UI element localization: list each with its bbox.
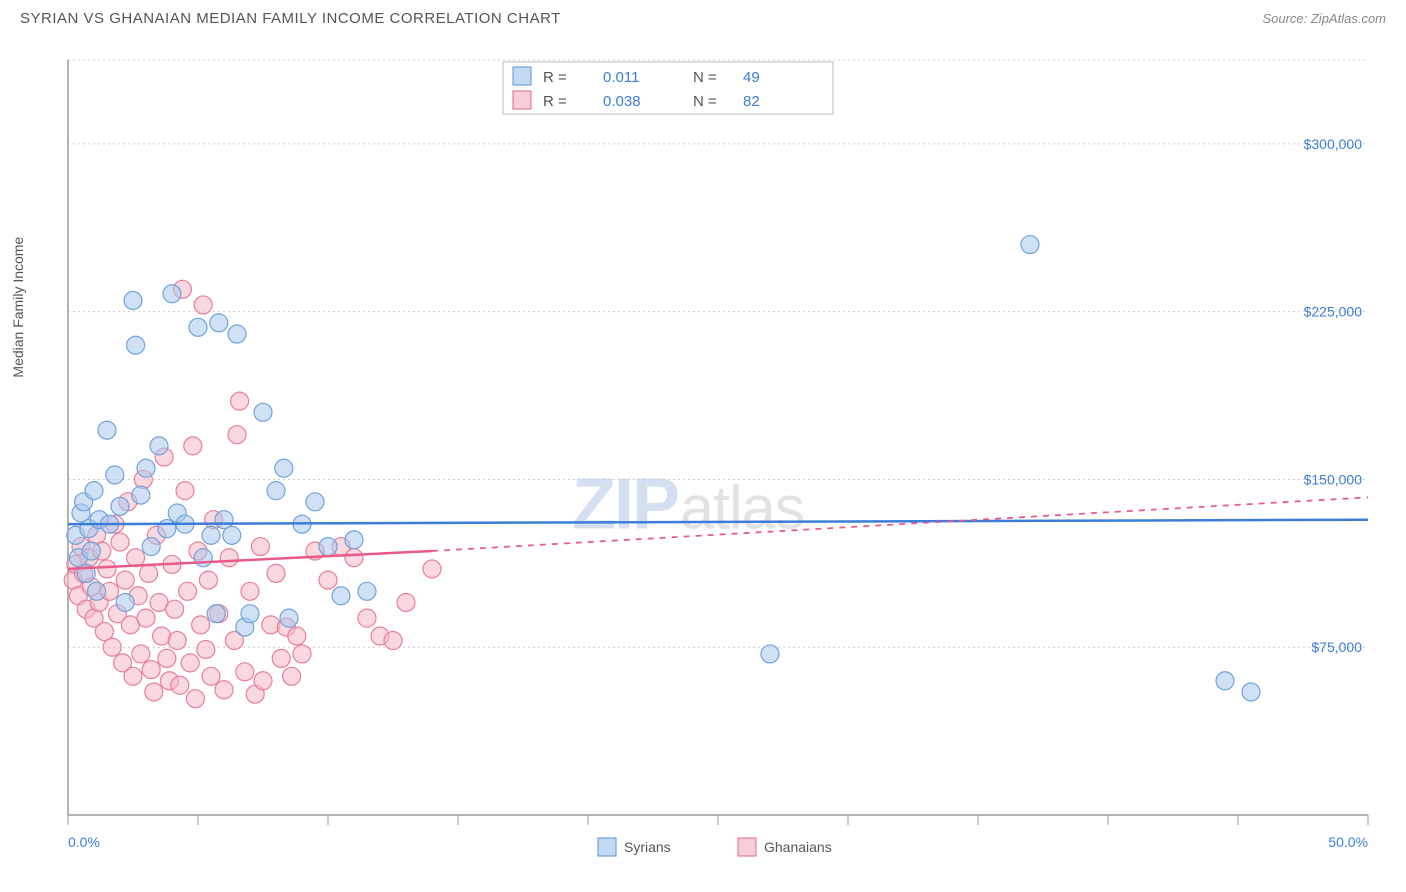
svg-text:82: 82 — [743, 93, 760, 110]
source-label: Source: ZipAtlas.com — [1262, 11, 1386, 26]
svg-text:N =: N = — [693, 69, 717, 86]
correlation-scatter-chart: 0.0% 50.0% $75,000 $150,000 $225,000 $300,000… — [48, 40, 1388, 880]
svg-text:$150,000: $150,000 — [1304, 471, 1363, 487]
svg-text:ZIP: ZIP — [572, 465, 678, 545]
svg-text:R =: R = — [543, 69, 567, 86]
svg-text:R =: R = — [543, 93, 567, 110]
svg-text:50.0%: 50.0% — [1328, 834, 1368, 850]
svg-text:$225,000: $225,000 — [1304, 304, 1363, 320]
svg-text:$300,000: $300,000 — [1304, 136, 1363, 152]
svg-text:atlas: atlas — [680, 474, 804, 542]
svg-text:N =: N = — [693, 93, 717, 110]
svg-text:49: 49 — [743, 69, 760, 86]
svg-text:Ghanaians: Ghanaians — [764, 839, 832, 855]
chart-title: SYRIAN VS GHANAIAN MEDIAN FAMILY INCOME … — [20, 10, 561, 27]
svg-text:0.011: 0.011 — [603, 69, 639, 86]
svg-text:$75,000: $75,000 — [1311, 639, 1362, 655]
y-axis-title: Median Family Income — [10, 237, 26, 378]
svg-text:Syrians: Syrians — [624, 839, 671, 855]
svg-text:0.038: 0.038 — [603, 93, 641, 110]
svg-text:0.0%: 0.0% — [68, 834, 100, 850]
